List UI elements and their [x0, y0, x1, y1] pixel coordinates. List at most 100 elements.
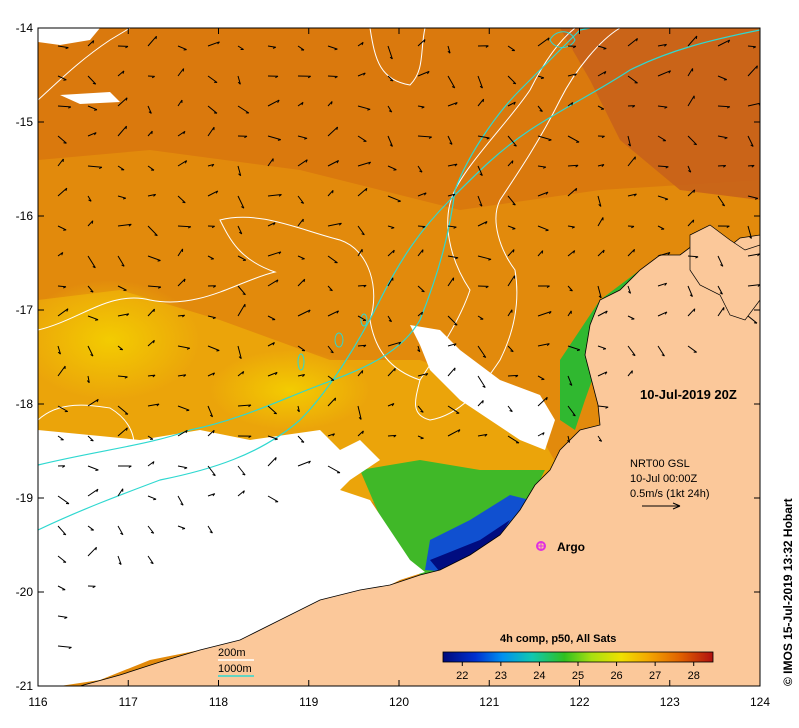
current-arrow — [327, 375, 335, 381]
current-arrow — [207, 163, 215, 167]
lat-tick-label: -15 — [16, 115, 34, 129]
current-arrow — [177, 248, 184, 257]
current-arrow — [87, 105, 98, 111]
current-arrow — [447, 255, 459, 260]
current-arrow — [117, 125, 127, 137]
current-arrow — [417, 70, 430, 77]
current-arrow — [747, 164, 755, 168]
lat-tick-label: -19 — [16, 491, 34, 505]
current-arrow — [687, 95, 695, 107]
current-arrow — [267, 194, 282, 197]
current-arrow — [537, 191, 549, 197]
current-arrow — [717, 39, 731, 47]
colorbar — [442, 651, 714, 663]
current-arrow — [717, 105, 731, 109]
current-arrow — [507, 101, 516, 107]
current-arrow — [117, 525, 124, 536]
current-arrow — [207, 405, 214, 418]
current-arrow — [57, 495, 70, 505]
lon-tick-label: 117 — [119, 695, 138, 709]
current-arrow — [57, 615, 68, 619]
lon-tick-label: 124 — [750, 695, 770, 709]
current-arrow — [117, 223, 132, 227]
current-arrow — [57, 308, 69, 317]
current-arrow — [627, 315, 635, 320]
current-scale: 0.5m/s (1kt 24h) — [630, 488, 709, 500]
current-arrow — [507, 45, 516, 52]
current-arrow — [567, 225, 575, 229]
current-arrow — [297, 278, 306, 287]
current-arrow — [267, 495, 279, 503]
current-arrow — [567, 73, 577, 77]
current-arrow — [57, 405, 69, 413]
current-arrow — [447, 429, 461, 437]
current-arrow — [567, 102, 574, 107]
current-arrow — [507, 309, 513, 317]
current-arrow — [87, 345, 94, 357]
current-arrow — [357, 430, 364, 437]
current-arrow — [477, 221, 488, 227]
cloud-mask — [410, 325, 555, 450]
current-arrow — [237, 75, 241, 85]
current-arrow — [57, 345, 61, 355]
current-arrow — [57, 252, 64, 257]
current-arrow — [537, 343, 550, 347]
current-arrow — [57, 555, 67, 563]
current-vectors — [57, 35, 760, 650]
current-arrow — [357, 344, 367, 348]
current-arrow — [267, 435, 278, 441]
current-arrow — [117, 70, 125, 77]
current-arrow — [507, 345, 514, 353]
current-arrow — [447, 45, 451, 54]
sst-warm-north — [38, 28, 760, 210]
current-arrow — [597, 217, 604, 227]
current-arrow — [327, 397, 337, 407]
current-arrow — [57, 465, 66, 468]
current-arrow — [267, 315, 276, 321]
current-arrow — [327, 310, 340, 317]
current-arrow — [297, 460, 311, 467]
colorbar-tick-label: 28 — [688, 670, 700, 682]
current-arrow — [57, 158, 64, 167]
current-arrow — [207, 525, 213, 534]
current-arrow — [267, 222, 276, 227]
current-arrow — [537, 75, 545, 80]
current-arrow — [237, 195, 245, 209]
current-arrow — [297, 345, 306, 352]
current-arrow — [687, 255, 699, 259]
current-arrow — [57, 75, 67, 81]
colorbar-ticks: 22 23 24 25 26 27 28 — [456, 662, 700, 682]
current-arrow — [657, 282, 668, 287]
current-arrow — [87, 75, 97, 85]
current-arrow — [86, 375, 90, 384]
current-arrow — [267, 45, 276, 49]
current-arrow — [57, 225, 67, 231]
current-arrow — [627, 193, 637, 197]
current-arrow — [237, 465, 246, 476]
current-arrow — [477, 375, 486, 388]
current-arrow — [507, 195, 516, 206]
current-arrow — [177, 314, 185, 318]
current-arrow — [717, 255, 724, 267]
current-arrow — [477, 315, 484, 320]
current-arrow — [87, 546, 97, 557]
current-arrow — [117, 165, 125, 171]
current-arrow — [147, 525, 155, 534]
current-arrow — [417, 39, 426, 47]
current-arrow — [57, 525, 67, 536]
current-arrow — [117, 255, 125, 267]
current-arrow — [267, 371, 278, 377]
current-arrow — [687, 285, 693, 297]
current-arrow — [147, 374, 156, 378]
current-arrow — [147, 285, 162, 289]
current-arrow — [627, 75, 638, 84]
current-arrow — [507, 249, 515, 257]
current-arrow — [447, 75, 456, 89]
lat-tick-label: -17 — [16, 303, 34, 317]
current-arrow — [237, 135, 248, 139]
current-arrow — [237, 490, 245, 497]
current-arrow — [267, 158, 274, 167]
current-arrow — [417, 192, 427, 197]
current-arrow — [477, 135, 490, 140]
latitude-axis: -14 -15 -16 -17 -18 -19 -20 -21 — [16, 21, 760, 693]
